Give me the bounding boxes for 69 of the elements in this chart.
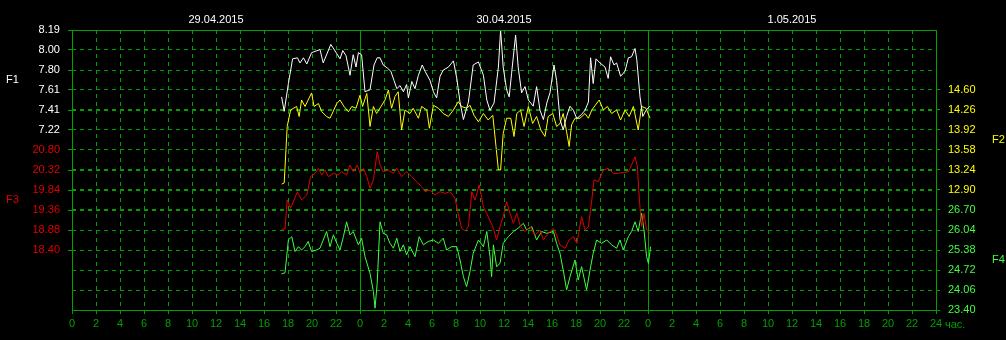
y-tick-label: 7.22 bbox=[38, 122, 60, 135]
y-axis-title: F1 bbox=[6, 72, 19, 85]
x-tick-label: 0 bbox=[644, 316, 652, 329]
y2-tick-label: 24.72 bbox=[948, 263, 976, 276]
y-tick-label: 8.00 bbox=[38, 42, 60, 55]
x-tick-label: 10 bbox=[761, 316, 775, 329]
x-tick-label: 20 bbox=[305, 316, 319, 329]
y2-tick-label: 24.06 bbox=[948, 283, 976, 296]
x-tick-label: 6 bbox=[140, 316, 148, 329]
x-tick-label: 4 bbox=[404, 316, 412, 329]
x2-tick-label: 30.04.2015 bbox=[476, 13, 532, 26]
y-axis-title: F3 bbox=[6, 193, 19, 206]
y2-tick-label: 26.04 bbox=[948, 223, 976, 236]
x-axis-title: час. bbox=[945, 318, 966, 331]
x-tick-label: 16 bbox=[257, 316, 271, 329]
x-tick-label: 4 bbox=[692, 316, 700, 329]
x-tick-label: 22 bbox=[905, 316, 919, 329]
x-tick-label: 20 bbox=[593, 316, 607, 329]
x-tick-label: 16 bbox=[545, 316, 559, 329]
y-tick-label: 18.88 bbox=[32, 223, 60, 236]
y2-tick-label: 25.38 bbox=[948, 243, 976, 256]
y-tick-label: 19.84 bbox=[32, 183, 60, 196]
x-tick-label: 24 bbox=[929, 316, 943, 329]
x-tick-label: 18 bbox=[857, 316, 871, 329]
x2-tick-label: 1.05.2015 bbox=[767, 13, 817, 26]
y-tick-label: 20.32 bbox=[32, 163, 60, 176]
y2-axis-title: F2 bbox=[992, 133, 1005, 146]
y2-tick-label: 13.58 bbox=[948, 143, 976, 156]
x-tick-label: 14 bbox=[521, 316, 535, 329]
x-tick-label: 2 bbox=[380, 316, 388, 329]
x-tick-label: 18 bbox=[569, 316, 583, 329]
x-tick-label: 8 bbox=[740, 316, 748, 329]
x-tick-label: 8 bbox=[164, 316, 172, 329]
x-tick-label: 12 bbox=[209, 316, 223, 329]
y-tick-label: 20.80 bbox=[32, 143, 60, 156]
y2-tick-label: 23.40 bbox=[948, 303, 976, 316]
y-tick-label: 7.61 bbox=[38, 82, 60, 95]
x-tick-label: 16 bbox=[833, 316, 847, 329]
x-tick-label: 12 bbox=[785, 316, 799, 329]
x-tick-label: 22 bbox=[617, 316, 631, 329]
x-tick-label: 4 bbox=[116, 316, 124, 329]
x-tick-label: 0 bbox=[68, 316, 76, 329]
y2-axis-title: F4 bbox=[992, 253, 1005, 266]
x-tick-label: 8 bbox=[452, 316, 460, 329]
x-tick-label: 0 bbox=[356, 316, 364, 329]
x-tick-label: 22 bbox=[329, 316, 343, 329]
y-tick-label: 7.41 bbox=[38, 103, 60, 116]
x-tick-label: 2 bbox=[668, 316, 676, 329]
x-tick-label: 18 bbox=[281, 316, 295, 329]
x-tick-label: 10 bbox=[473, 316, 487, 329]
x-tick-label: 10 bbox=[185, 316, 199, 329]
x-tick-label: 6 bbox=[428, 316, 436, 329]
y2-tick-label: 12.90 bbox=[948, 183, 976, 196]
y-tick-label: 7.80 bbox=[38, 63, 60, 76]
y2-tick-label: 14.60 bbox=[948, 83, 976, 96]
x-tick-label: 14 bbox=[233, 316, 247, 329]
y-tick-label: 8.19 bbox=[38, 23, 60, 36]
y2-tick-label: 13.24 bbox=[948, 163, 976, 176]
x-tick-label: 14 bbox=[809, 316, 823, 329]
x-tick-label: 12 bbox=[497, 316, 511, 329]
y-tick-label: 19.36 bbox=[32, 203, 60, 216]
y2-tick-label: 13.92 bbox=[948, 123, 976, 136]
y2-tick-label: 14.26 bbox=[948, 103, 976, 116]
x-tick-label: 6 bbox=[716, 316, 724, 329]
y-tick-label: 18.40 bbox=[32, 243, 60, 256]
y2-tick-label: 26.70 bbox=[948, 203, 976, 216]
x2-tick-label: 29.04.2015 bbox=[188, 13, 244, 26]
x-tick-label: 20 bbox=[881, 316, 895, 329]
x-tick-label: 2 bbox=[92, 316, 100, 329]
